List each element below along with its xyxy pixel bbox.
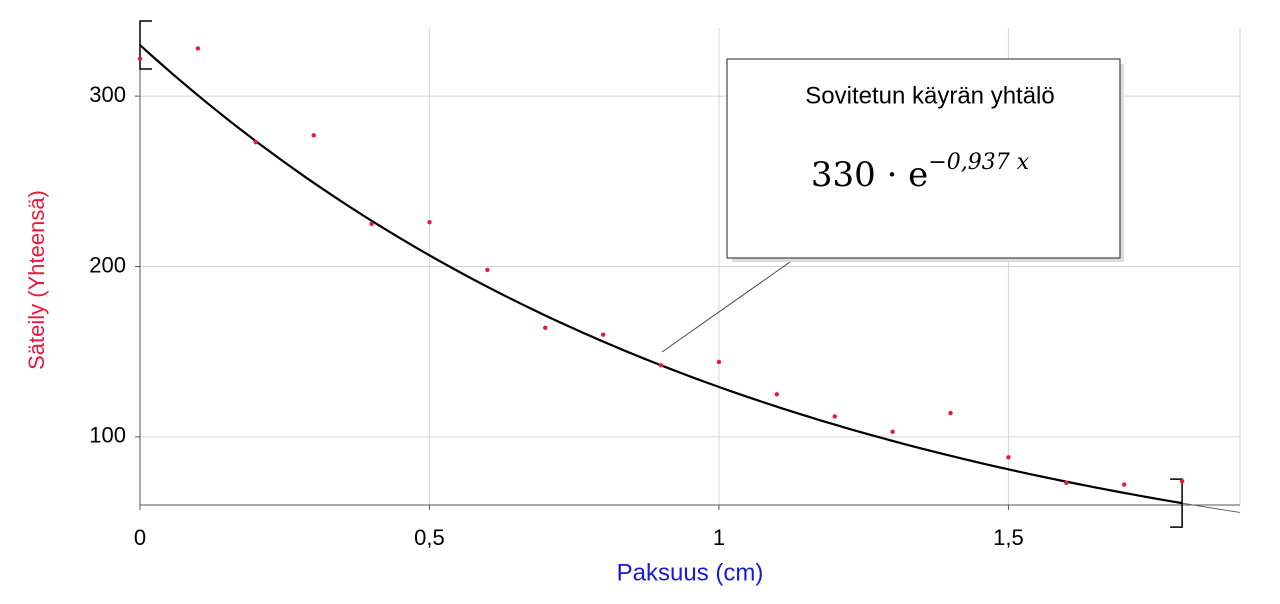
x-axis-label: Paksuus (cm) — [617, 559, 764, 586]
y-tick-label: 200 — [89, 252, 126, 277]
data-point — [716, 359, 722, 365]
y-tick-label: 300 — [89, 82, 126, 107]
data-point — [658, 363, 664, 368]
fit-equation-exponent: −0,937 x — [928, 150, 1029, 175]
data-point — [1064, 480, 1069, 486]
leader-line — [661, 261, 791, 353]
data-point — [369, 221, 374, 227]
x-tick-label: 0 — [134, 525, 146, 550]
data-point — [832, 414, 837, 419]
fit-range-bracket — [1170, 478, 1183, 528]
data-point — [890, 429, 895, 434]
x-tick-label: 0,5 — [414, 525, 445, 550]
x-tick-label: 1 — [713, 525, 725, 550]
data-point — [195, 46, 201, 51]
data-point — [1122, 482, 1127, 487]
annotation-box — [726, 58, 1121, 259]
x-tick-label: 1,5 — [993, 525, 1024, 550]
fit-extension — [1182, 502, 1241, 513]
data-point — [543, 325, 548, 331]
data-point — [485, 267, 490, 273]
annotation-title: Sovitetun käyrän yhtälö — [805, 82, 1054, 109]
data-point — [600, 332, 606, 337]
data-point — [1179, 478, 1185, 484]
data-point — [948, 410, 953, 416]
data-point — [1006, 455, 1011, 460]
y-axis-label: Säteily (Yhteensä) — [24, 190, 49, 370]
fit-equation-base: 330 · e — [811, 155, 928, 195]
y-tick-label: 100 — [89, 423, 126, 448]
fit-range-bracket — [139, 20, 152, 70]
data-point — [311, 133, 316, 138]
data-point — [253, 139, 258, 145]
fit-equation: 330 · e−0,937 x — [811, 150, 1030, 195]
data-point — [774, 392, 780, 397]
data-point — [427, 220, 432, 225]
data-point — [137, 56, 143, 61]
